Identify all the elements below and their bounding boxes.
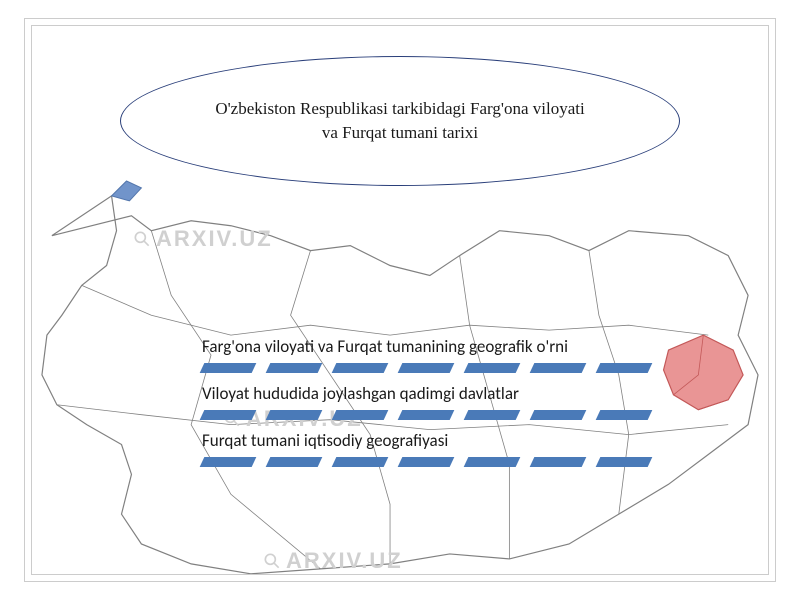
- list-item: Viloyat hududida joylashgan qadimgi davl…: [202, 383, 682, 420]
- dash: [530, 457, 587, 467]
- item-text: Viloyat hududida joylashgan qadimgi davl…: [202, 383, 682, 404]
- inner-frame: ARXIV.UZ ARXIV.UZ ARXIV.UZ ARXIV.UZ O'zb…: [31, 25, 769, 575]
- dash: [596, 457, 653, 467]
- dash: [200, 363, 257, 373]
- list-item: Furqat tumani iqtisodiy geografiyasi: [202, 430, 682, 467]
- dash: [200, 457, 257, 467]
- dash: [332, 363, 389, 373]
- dash: [266, 410, 323, 420]
- dash: [332, 457, 389, 467]
- dash: [530, 363, 587, 373]
- dash: [398, 363, 455, 373]
- content-block: Farg'ona viloyati va Furqat tumanining g…: [202, 336, 682, 477]
- dash: [464, 410, 521, 420]
- dash: [530, 410, 587, 420]
- title-line-2: va Furqat tumani tarixi: [322, 121, 478, 145]
- title-ellipse: O'zbekiston Respublikasi tarkibidagi Far…: [120, 56, 680, 186]
- dash: [398, 457, 455, 467]
- dash: [596, 410, 653, 420]
- dash: [464, 363, 521, 373]
- divider: [202, 410, 682, 420]
- dash: [332, 410, 389, 420]
- dash: [200, 410, 257, 420]
- dash: [398, 410, 455, 420]
- dash: [266, 363, 323, 373]
- list-item: Farg'ona viloyati va Furqat tumanining g…: [202, 336, 682, 373]
- item-text: Farg'ona viloyati va Furqat tumanining g…: [202, 336, 682, 357]
- outer-frame: ARXIV.UZ ARXIV.UZ ARXIV.UZ ARXIV.UZ O'zb…: [24, 18, 776, 582]
- title-line-1: O'zbekiston Respublikasi tarkibidagi Far…: [215, 97, 584, 121]
- divider: [202, 457, 682, 467]
- item-text: Furqat tumani iqtisodiy geografiyasi: [202, 430, 682, 451]
- dash: [266, 457, 323, 467]
- divider: [202, 363, 682, 373]
- dash: [464, 457, 521, 467]
- dash: [596, 363, 653, 373]
